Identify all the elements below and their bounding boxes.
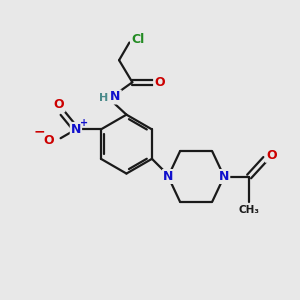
Text: O: O (44, 134, 54, 147)
Text: N: N (71, 123, 81, 136)
Text: O: O (266, 149, 277, 162)
Text: −: − (33, 124, 45, 138)
Text: N: N (110, 91, 121, 103)
Text: O: O (154, 76, 165, 89)
Text: CH₃: CH₃ (238, 205, 260, 215)
Text: O: O (54, 98, 64, 111)
Text: N: N (219, 170, 229, 183)
Text: +: + (80, 118, 88, 128)
Text: Cl: Cl (131, 33, 144, 46)
Text: H: H (99, 94, 108, 103)
Text: N: N (163, 170, 173, 183)
